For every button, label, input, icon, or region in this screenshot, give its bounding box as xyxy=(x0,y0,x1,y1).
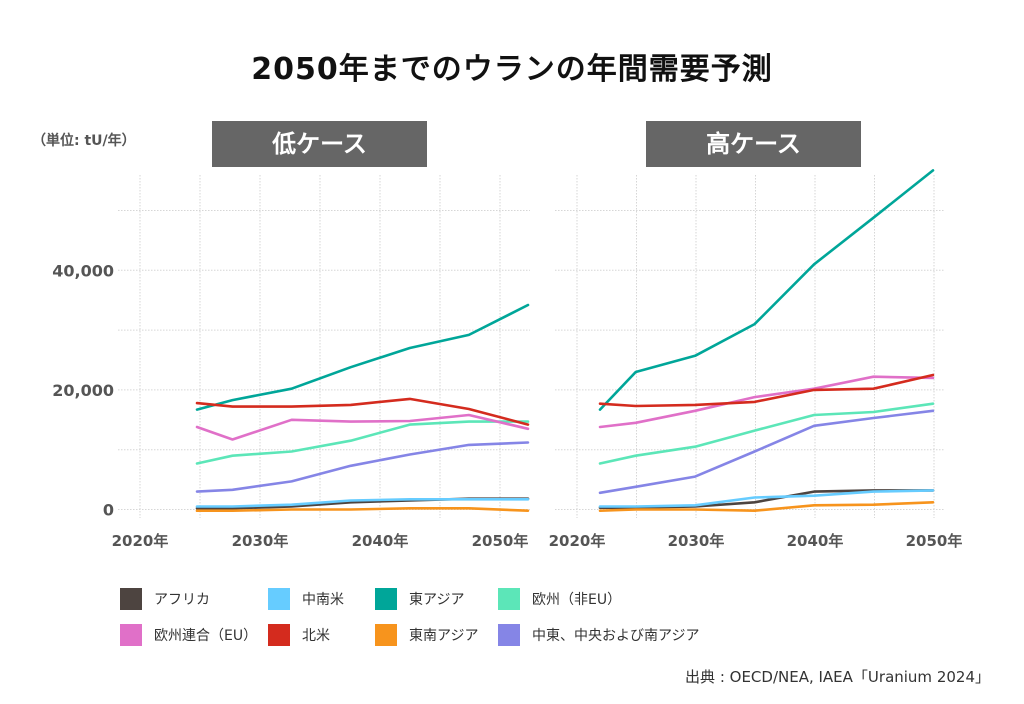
panel-title-low-case: 低ケース xyxy=(212,121,427,167)
x-tick-label: 2020年 xyxy=(549,532,606,550)
y-tick-label: 40,000 xyxy=(52,261,114,280)
legend-item: 中南米 xyxy=(268,588,344,610)
legend-item: 東南アジア xyxy=(375,624,478,646)
series-line-欧州（非EU） xyxy=(195,420,530,465)
series-line-欧州連合（EU） xyxy=(598,375,935,429)
panel-high-case: 2020年 2030年 2040年 2050年 xyxy=(549,169,963,550)
x-tick-label: 2020年 xyxy=(112,532,169,550)
series-line-中南米 xyxy=(598,489,935,508)
series-line-欧州（非EU） xyxy=(598,402,935,465)
series-line-北米 xyxy=(195,397,530,426)
legend-label: 東アジア xyxy=(409,592,465,608)
series-line-中東、中央および南アジア xyxy=(598,409,935,495)
legend-label: 欧州（非EU） xyxy=(532,592,622,608)
x-tick-label: 2040年 xyxy=(352,532,409,550)
series-line-欧州連合（EU） xyxy=(195,413,530,441)
legend-item: 中東、中央および南アジア xyxy=(498,624,699,646)
panel-low-case: 2020年 2030年 2040年 2050年 0 20,000 40,000 xyxy=(52,175,530,550)
chart-title: 2050年までのウランの年間需要予測 xyxy=(251,52,773,87)
legend-label: 中東、中央および南アジア xyxy=(532,628,700,644)
series-line-中東、中央および南アジア xyxy=(195,441,530,493)
series-line-東アジア xyxy=(195,303,530,411)
legend-item: 東アジア xyxy=(375,588,464,610)
legend-label: 欧州連合（EU） xyxy=(154,628,258,644)
x-tick-label: 2040年 xyxy=(787,532,844,550)
legend-item: 欧州（非EU） xyxy=(498,588,621,610)
series-line-東アジア xyxy=(598,169,935,411)
gridlines xyxy=(118,175,530,518)
legend-swatch xyxy=(375,624,397,646)
series-line-東南アジア xyxy=(598,500,935,513)
legend-item: アフリカ xyxy=(120,588,210,610)
legend-label: アフリカ xyxy=(154,592,210,608)
legend-swatch xyxy=(120,588,142,610)
x-tick-label: 2050年 xyxy=(906,532,963,550)
legend-label: 北米 xyxy=(302,628,330,644)
legend-swatch xyxy=(268,624,290,646)
legend-swatch xyxy=(375,588,397,610)
legend-label: 東南アジア xyxy=(409,628,479,644)
y-tick-label: 20,000 xyxy=(52,381,114,400)
x-tick-label: 2030年 xyxy=(668,532,725,550)
gridlines xyxy=(555,175,945,518)
legend-swatch xyxy=(120,624,142,646)
source-credit: 出典 : OECD/NEA, IAEA「Uranium 2024」 xyxy=(685,668,990,686)
series-line-中南米 xyxy=(195,497,530,508)
series-line-北米 xyxy=(598,373,935,408)
x-tick-label: 2030年 xyxy=(232,532,289,550)
legend-item: 欧州連合（EU） xyxy=(120,624,257,646)
legend-swatch xyxy=(498,588,520,610)
legend-label: 中南米 xyxy=(302,592,344,608)
legend-item: 北米 xyxy=(268,624,330,646)
series-line-東南アジア xyxy=(195,506,530,513)
x-tick-label: 2050年 xyxy=(472,532,529,550)
panel-title-high-case: 高ケース xyxy=(646,121,861,167)
y-tick-label: 0 xyxy=(103,501,114,520)
unit-label: （単位: tU/年） xyxy=(32,133,136,149)
legend-swatch xyxy=(268,588,290,610)
legend-swatch xyxy=(498,624,520,646)
